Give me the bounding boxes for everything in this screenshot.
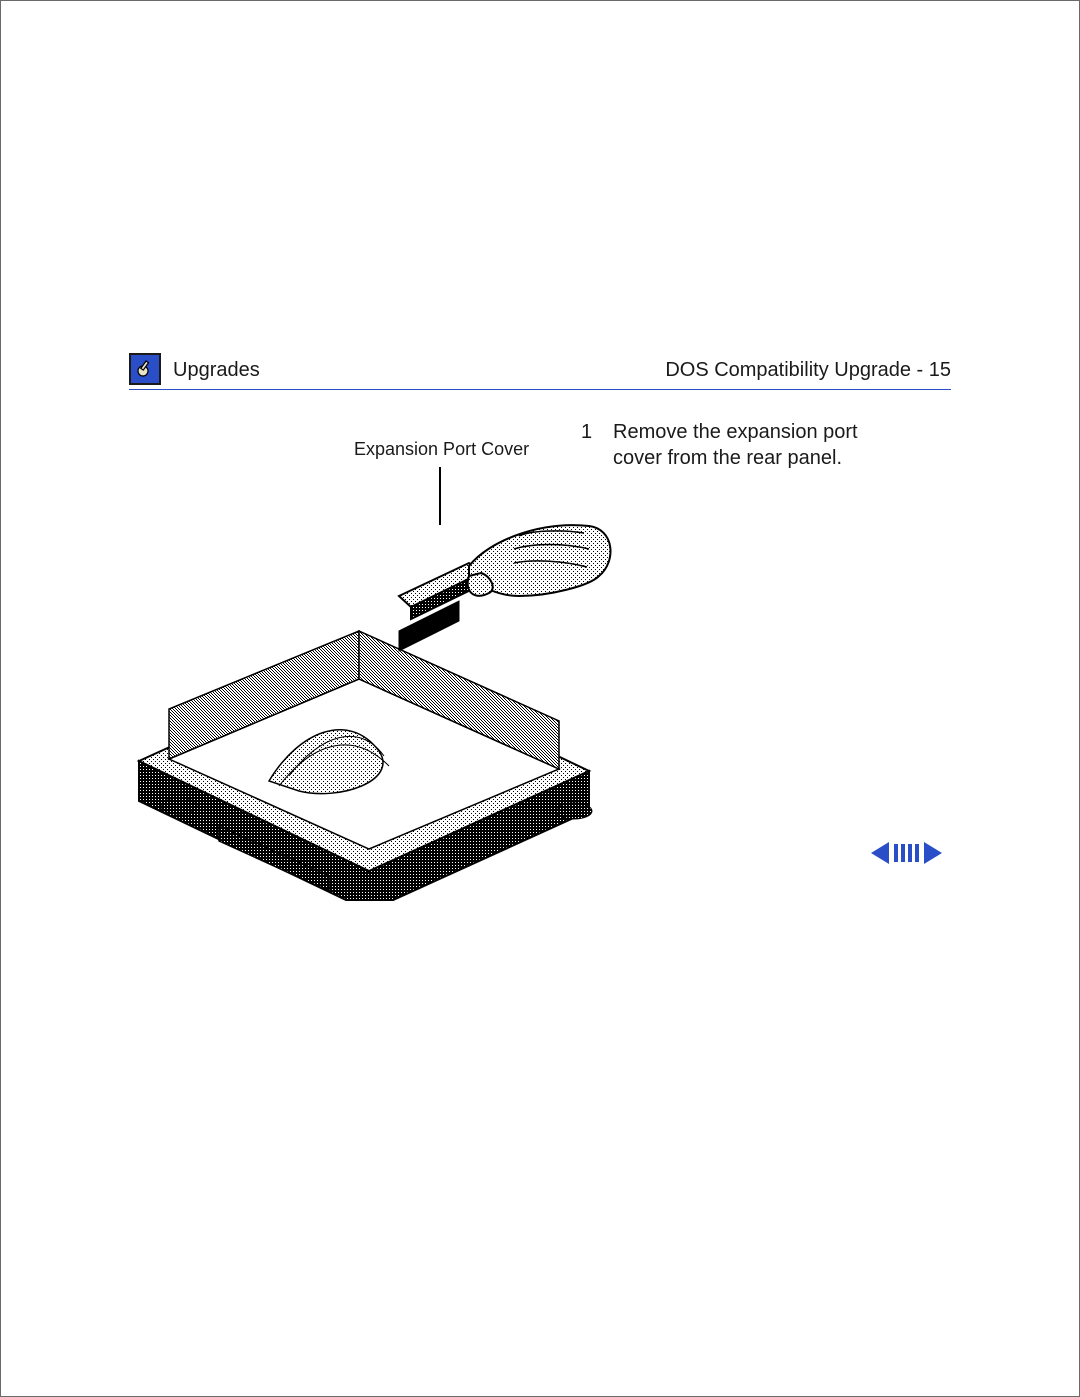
nav-bar (894, 844, 898, 862)
content-area: Expansion Port Cover 1 Remove the expans… (129, 411, 951, 1276)
computer-case-illustration (119, 481, 619, 901)
nav-next-icon[interactable] (924, 842, 942, 864)
step-number: 1 (581, 419, 597, 471)
nav-bar (901, 844, 905, 862)
page-header: Upgrades DOS Compatibility Upgrade - 15 (129, 359, 951, 399)
section-icon (129, 353, 161, 385)
hand-icon (468, 525, 611, 596)
toolbox-icon (134, 358, 156, 380)
nav-prev-icon[interactable] (871, 842, 889, 864)
page-title: DOS Compatibility Upgrade - 15 (665, 359, 951, 382)
instruction-step: 1 Remove the expansion port cover from t… (581, 419, 951, 471)
callout-label: Expansion Port Cover (354, 439, 529, 460)
document-page: Upgrades DOS Compatibility Upgrade - 15 … (0, 0, 1080, 1397)
header-rule (129, 389, 951, 390)
page-nav (861, 838, 951, 868)
nav-bar (908, 844, 912, 862)
nav-bar (915, 844, 919, 862)
section-title: Upgrades (173, 359, 260, 382)
step-text: Remove the expansion port cover from the… (613, 419, 893, 471)
nav-index-icon[interactable] (894, 844, 919, 862)
expansion-port-figure (119, 481, 619, 901)
